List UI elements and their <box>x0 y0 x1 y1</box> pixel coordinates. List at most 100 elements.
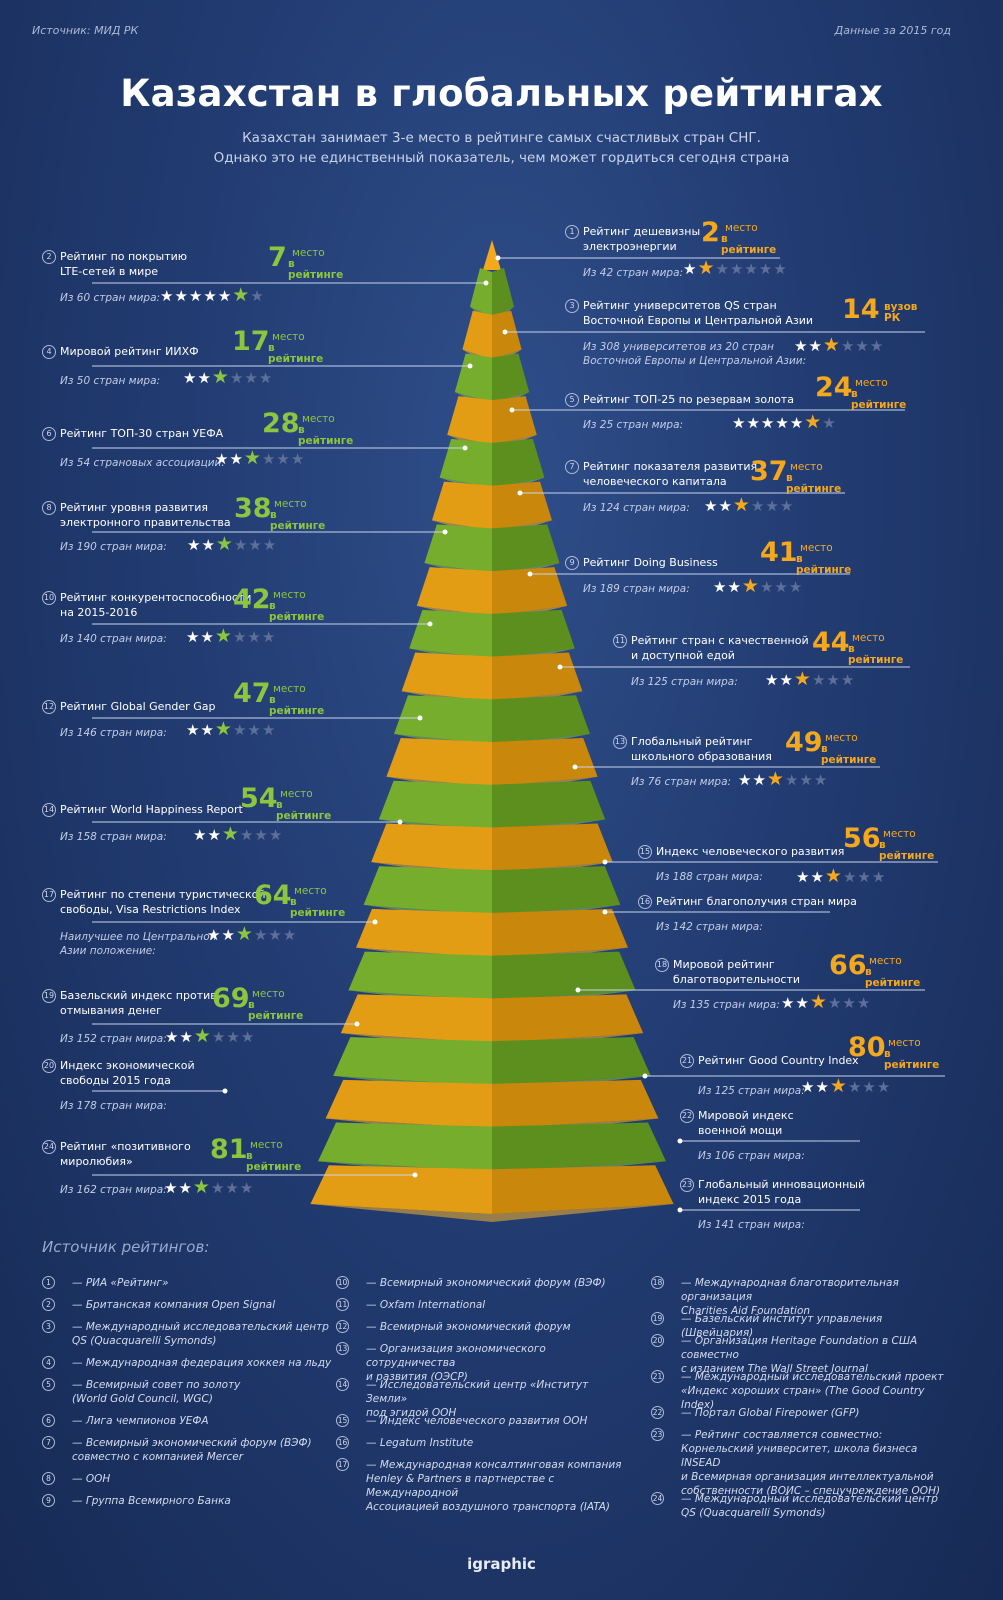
rating-number: 8 <box>42 501 56 515</box>
tree-layer-right <box>492 1079 659 1129</box>
star-icon: ★ <box>247 628 262 646</box>
star-icon: ★ <box>225 1179 240 1197</box>
star-icon: ★ <box>796 868 811 886</box>
rank-label: место <box>274 498 307 510</box>
star-icon: ★ <box>824 865 843 887</box>
tree-tip <box>483 240 501 270</box>
source-number: 21 <box>651 1370 664 1383</box>
leader-dot <box>575 987 581 993</box>
star-icon: ★ <box>784 771 800 789</box>
rating-name: отмывания денег <box>60 1004 162 1017</box>
rating-number: 9 <box>565 556 579 570</box>
source-item: 2 — Британская компания Open Signal <box>42 1298 332 1312</box>
star-icon: ★ <box>871 868 887 886</box>
rank-value: 17 <box>232 326 270 357</box>
star-icon: ★ <box>214 718 233 740</box>
tree-layer-right <box>492 994 644 1044</box>
tree-layer-left <box>333 1037 492 1086</box>
tree-layer-right <box>492 396 537 445</box>
rank-label: в рейтинге <box>268 342 324 365</box>
rank-value: 49 <box>785 727 823 758</box>
source-text: Корнельский университет, школа бизнеса I… <box>681 1443 918 1469</box>
star-icon: ★ <box>258 369 274 387</box>
rank-label: место <box>855 377 888 389</box>
rating-subtext: Из 189 стран мира: <box>583 583 690 595</box>
star-icon: ★ <box>211 1028 227 1046</box>
star-icon: ★ <box>193 1025 212 1047</box>
rating-number: 21 <box>680 1054 694 1068</box>
tree-layer-left <box>386 738 492 787</box>
source-number: 4 <box>42 1356 55 1369</box>
rating-number: 10 <box>42 591 56 605</box>
rank-label: место <box>294 885 327 897</box>
rating-name: электроэнергии <box>583 240 677 253</box>
star-rating: ★★★★★★★ <box>683 257 788 279</box>
star-icon: ★ <box>261 721 277 739</box>
source-item: 23 — Рейтинг составляется совместно: Корне… <box>651 1428 951 1498</box>
star-icon: ★ <box>876 1078 892 1096</box>
tree-layer-right <box>492 866 621 915</box>
star-icon: ★ <box>732 494 751 516</box>
tree-layer-left <box>371 823 492 873</box>
rating-subtext: Восточной Европы и Центральной Азии: <box>583 355 807 367</box>
star-icon: ★ <box>750 497 766 515</box>
source-text: — Международный исследовательский проект <box>681 1371 944 1383</box>
source-number: 1 <box>42 1276 55 1289</box>
source-number: 17 <box>336 1458 349 1471</box>
rating-number: 5 <box>565 393 579 407</box>
star-icon: ★ <box>760 414 776 432</box>
star-icon: ★ <box>804 411 823 433</box>
star-icon: ★ <box>683 260 698 278</box>
star-rating: ★★★★★★ <box>765 668 855 690</box>
star-icon: ★ <box>203 287 218 305</box>
star-icon: ★ <box>829 1075 848 1097</box>
rating-name: Индекс человеческого развития <box>656 845 845 858</box>
star-icon: ★ <box>188 287 204 305</box>
tree-layer-left <box>401 652 492 702</box>
star-icon: ★ <box>186 721 201 739</box>
tree-layer-left <box>356 908 492 958</box>
star-icon: ★ <box>268 826 284 844</box>
rating-subtext: Из 190 стран мира: <box>60 541 167 553</box>
star-icon: ★ <box>862 1078 877 1096</box>
star-icon: ★ <box>779 671 794 689</box>
rating-name: Рейтинг благополучия стран мира <box>656 895 857 908</box>
source-text: — ООН <box>72 1473 111 1485</box>
rank-value: 38 <box>234 493 272 524</box>
star-icon: ★ <box>229 450 244 468</box>
tree-layer-right <box>492 823 613 873</box>
tree-layer-left <box>462 310 492 360</box>
rating-number: 2 <box>42 250 56 264</box>
star-icon: ★ <box>239 1179 255 1197</box>
star-icon: ★ <box>253 926 269 944</box>
source-item: 7 — Всемирный экономический форум (ВЭФ) со… <box>42 1436 332 1464</box>
source-item: 5 — Всемирный совет по золоту (World Gold … <box>42 1378 332 1406</box>
tree-layer-right <box>492 481 552 531</box>
star-icon: ★ <box>261 628 277 646</box>
rating-number: 19 <box>42 989 56 1003</box>
rating-subtext: Из 141 стран мира: <box>698 1219 805 1231</box>
source-item: 8 — ООН <box>42 1472 332 1486</box>
rank-value: 69 <box>212 983 250 1014</box>
tree-layer-left <box>340 994 492 1044</box>
star-icon: ★ <box>254 826 269 844</box>
rank-value: 14 <box>842 294 880 325</box>
rating-name: Рейтинг Good Country Index <box>698 1054 859 1067</box>
rating-number: 6 <box>42 427 56 441</box>
star-icon: ★ <box>221 926 236 944</box>
tree-layer-left <box>394 695 492 744</box>
source-item: 9 — Группа Всемирного Банка <box>42 1494 332 1508</box>
star-rating: ★★★★★★ <box>801 1075 891 1097</box>
rating-name: человеческого капитала <box>583 475 727 488</box>
tree-layer-left <box>447 396 492 445</box>
star-rating: ★★★★★★★ <box>160 284 265 306</box>
leader-dot <box>642 1073 648 1079</box>
star-icon: ★ <box>822 334 841 356</box>
source-item: 19 — Базельский институт управления (Швей… <box>651 1312 951 1340</box>
source-text: — Индекс человеческого развития ООН <box>366 1415 588 1427</box>
rating-subtext: Из 308 университетов из 20 стран <box>583 341 774 353</box>
rank-label: место <box>790 461 823 473</box>
source-text: — Рейтинг составляется совместно: <box>681 1429 883 1441</box>
leader-dot <box>467 363 473 369</box>
source-label: Источник: МИД РК <box>32 24 139 37</box>
